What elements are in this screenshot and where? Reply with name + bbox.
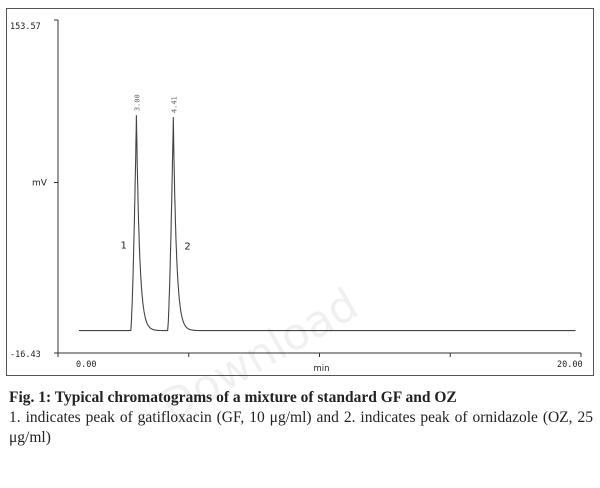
peak-number-label: 2 — [184, 241, 190, 252]
x-axis-label: min — [314, 364, 330, 374]
caption-title: Fig. 1: Typical chromatograms of a mixtu… — [9, 389, 457, 406]
plot-area: 153.57 -16.43 mV 0.00 20.00 min 3.00 1 4.41 2 — [10, 19, 583, 374]
chromatogram-figure: 153.57 -16.43 mV 0.00 20.00 min 3.00 1 4.41 2 — [6, 8, 594, 376]
caption-note: 1. indicates peak of gatifloxacin (GF, 1… — [9, 409, 593, 446]
x-tick-label-start: 0.00 — [76, 360, 96, 370]
peak-retention-label: 4.41 — [170, 96, 178, 113]
chromatogram-trace — [78, 115, 576, 332]
y-tick-label-top: 153.57 — [10, 22, 41, 32]
figure-caption: Fig. 1: Typical chromatograms of a mixtu… — [9, 388, 593, 448]
peak-number-label: 1 — [120, 241, 126, 252]
x-tick-label-end: 20.00 — [557, 360, 583, 370]
y-axis-label: mV — [32, 179, 48, 189]
peak-retention-label: 3.00 — [133, 94, 141, 111]
y-tick-label-bottom: -16.43 — [10, 350, 41, 360]
figure-frame — [6, 8, 594, 376]
